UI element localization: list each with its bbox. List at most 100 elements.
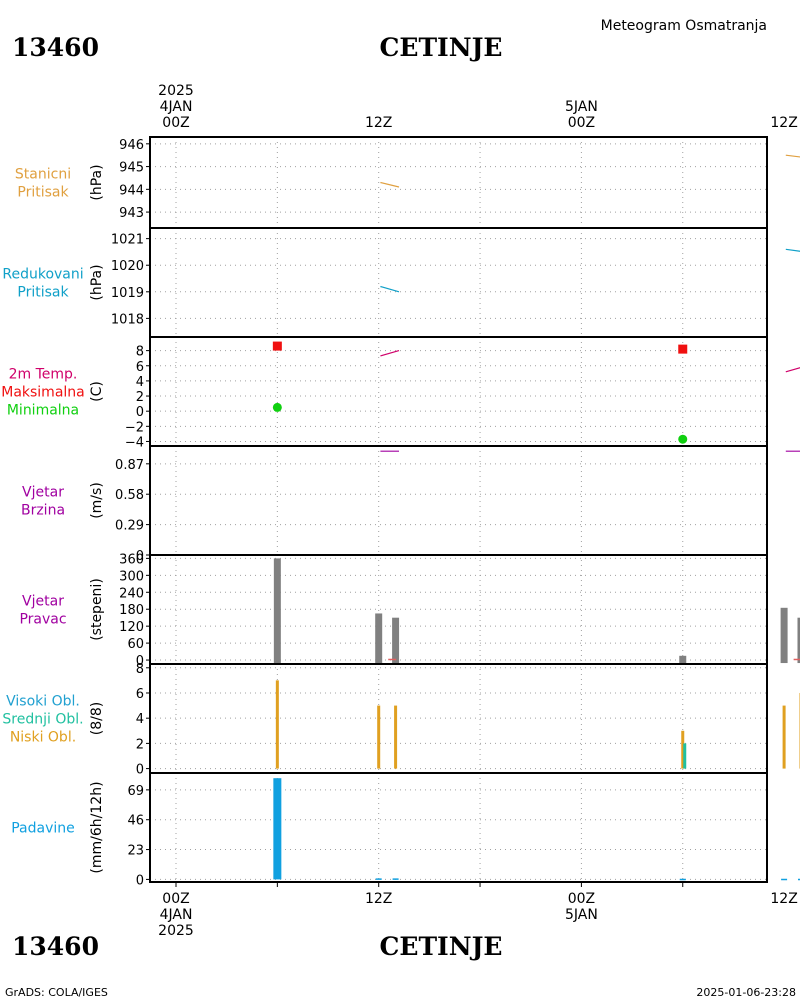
panel-label: Padavine (11, 821, 75, 837)
y-tick-label: 120 (119, 620, 144, 635)
y-tick-label: 180 (119, 603, 144, 618)
time-label-bottom: 5JAN (565, 907, 598, 923)
time-label-top: 4JAN (160, 99, 193, 115)
wind-direction-bar (679, 655, 687, 664)
time-label-bottom: 2025 (158, 923, 194, 939)
time-label-top: 00Z (162, 115, 189, 131)
time-label-top: 5JAN (565, 99, 598, 115)
min-temp-marker (272, 402, 282, 412)
y-tick-label: 0.29 (115, 519, 144, 534)
y-tick-label: 0 (136, 873, 144, 888)
y-tick-label: 0.58 (115, 488, 144, 503)
time-label-top: 12Z (365, 115, 392, 131)
y-tick-label: 240 (119, 586, 144, 601)
y-axis-unit: (m/s) (89, 482, 105, 519)
y-tick-label: 1021 (111, 233, 144, 248)
panel-label: Maksimalna (1, 385, 85, 401)
panel-label: Niski Obl. (10, 730, 76, 746)
station-name-bottom: CETINJE (380, 932, 503, 961)
plot-area: 943 944 945 946 (hPa) Stanicni Pritisak 1018 101… (1, 83, 800, 939)
panel-frame (149, 336, 768, 447)
y-tick-label: 1019 (111, 286, 144, 301)
max-temp-marker (678, 344, 688, 354)
wind-direction-bar (780, 607, 788, 664)
time-label-bottom: 00Z (568, 891, 595, 907)
time-label-top: 2025 (158, 83, 194, 99)
wind-direction-bar (273, 558, 281, 664)
station-name-top: CETINJE (380, 33, 503, 62)
y-tick-label: 0 (136, 549, 144, 564)
y-tick-label: 360 (119, 552, 144, 567)
panel-label: Pravac (19, 612, 66, 628)
time-label-top: 00Z (568, 115, 595, 131)
y-tick-label: −2 (125, 420, 144, 435)
panel-frame (149, 772, 768, 883)
wind-direction-bar (375, 613, 383, 664)
panel-label: Visoki Obl. (6, 694, 80, 710)
station-id-bottom: 13460 (12, 932, 99, 961)
y-axis-unit: (hPa) (89, 164, 105, 200)
panel-label: Redukovani (2, 267, 83, 283)
low-cloud-bar (782, 705, 786, 769)
y-tick-label: 8 (136, 662, 144, 677)
low-cloud-bar (681, 730, 685, 769)
y-axis-unit: (8/8) (89, 702, 105, 735)
credit-label: GrADS: COLA/IGES (5, 986, 108, 999)
series-line (785, 154, 800, 158)
panel-frame (149, 136, 768, 229)
y-tick-label: 46 (127, 814, 144, 829)
y-tick-label: 0 (136, 654, 144, 669)
panel-label: Srednji Obl. (2, 712, 83, 728)
y-tick-label: 1018 (111, 312, 144, 327)
series-line (380, 350, 400, 357)
panel-label: 2m Temp. (9, 367, 78, 383)
panel-label: Stanicni (15, 167, 71, 183)
y-tick-label: 2 (136, 737, 144, 752)
y-tick-label: 300 (119, 569, 144, 584)
panel-frame (149, 554, 768, 665)
precipitation-bar (273, 778, 282, 880)
timestamp-label: 2025-01-06-23:28 (696, 986, 796, 999)
low-cloud-bar (394, 705, 398, 769)
y-tick-label: 943 (119, 206, 144, 221)
station-id-top: 13460 (12, 33, 99, 62)
panel-frame (149, 445, 768, 556)
time-label-bottom: 12Z (365, 891, 392, 907)
product-title: Meteogram Osmatranja (601, 18, 767, 34)
series-line (785, 248, 800, 252)
y-tick-label: 1020 (111, 259, 144, 274)
min-temp-marker (678, 434, 688, 444)
precipitation-bar (781, 878, 788, 881)
series-line (380, 181, 400, 188)
mid-cloud-bar (683, 743, 687, 769)
y-tick-label: 60 (127, 637, 144, 652)
series-line (380, 285, 400, 293)
panel-label: Brzina (21, 503, 65, 519)
panel-label: Pritisak (17, 285, 69, 301)
panel-label: Vjetar (22, 594, 64, 610)
low-cloud-bar (275, 680, 279, 769)
series-line (785, 367, 800, 373)
y-axis-unit: (mm/6h/12h) (89, 781, 105, 873)
time-label-bottom: 12Z (770, 891, 797, 907)
panel-frame (149, 227, 768, 338)
y-axis-unit: (hPa) (89, 264, 105, 300)
panel-label: Vjetar (22, 485, 64, 501)
y-tick-label: 23 (127, 844, 144, 859)
y-tick-label: 6 (136, 360, 144, 375)
panel-label: Pritisak (17, 185, 69, 201)
y-axis-unit: (stepeni) (89, 578, 105, 641)
panel-frame (149, 663, 768, 774)
precipitation-bar (392, 878, 399, 880)
precipitation-bar (679, 878, 686, 881)
time-label-bottom: 00Z (162, 891, 189, 907)
precipitation-bar (797, 878, 800, 881)
y-tick-label: −4 (125, 435, 144, 450)
wind-direction-bar (392, 617, 400, 664)
max-temp-marker (272, 341, 282, 351)
y-tick-label: 8 (136, 345, 144, 360)
low-cloud-bar (377, 705, 381, 769)
panel-label: Minimalna (7, 403, 79, 419)
y-tick-label: 0.87 (115, 458, 144, 473)
